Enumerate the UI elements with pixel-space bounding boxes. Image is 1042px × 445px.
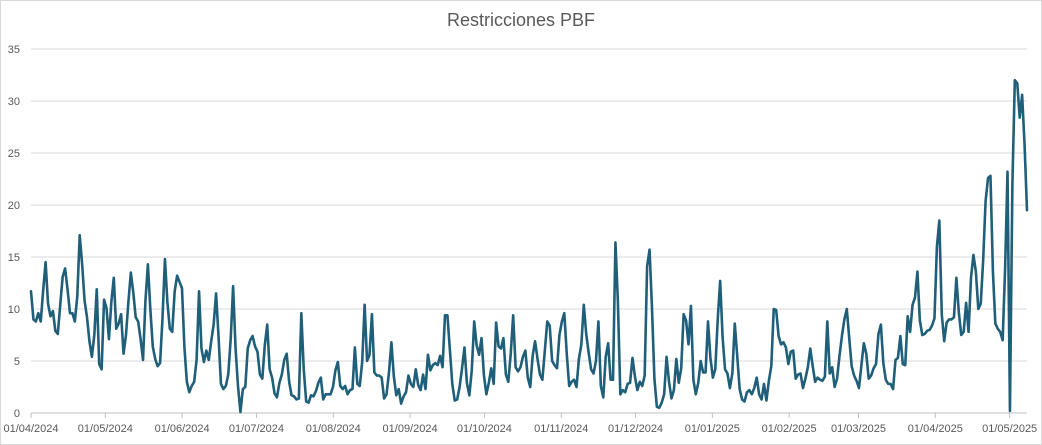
- series-line-1: [29, 78, 1029, 414]
- x-tick-label: 01/05/2024: [78, 423, 133, 435]
- x-tick-label: 01/10/2024: [457, 423, 512, 435]
- x-tick-label: 01/01/2025: [685, 423, 740, 435]
- gridlines: [31, 48, 1027, 362]
- x-tick-label: 01/06/2024: [155, 423, 210, 435]
- y-tick-label: 25: [8, 148, 20, 160]
- x-tick-label: 01/09/2024: [383, 423, 438, 435]
- series-layer: [29, 78, 1029, 414]
- x-tick-label: 01/11/2024: [534, 423, 588, 435]
- x-tick-label: 01/03/2025: [831, 423, 886, 435]
- y-tick-label: 0: [14, 408, 20, 420]
- y-tick-label: 30: [8, 96, 20, 108]
- x-axis-ticks: 01/04/2024 01/05/2024 01/06/2024 01/07/2024…: [3, 413, 1037, 435]
- x-tick-label: 01/07/2024: [229, 423, 284, 435]
- chart-title: Restricciones PBF: [446, 10, 596, 30]
- y-tick-label: 15: [8, 252, 20, 264]
- x-tick-label: 01/04/2025: [908, 423, 963, 435]
- x-tick-label: 01/02/2025: [762, 423, 817, 435]
- x-tick-label: 01/04/2024: [3, 423, 58, 435]
- y-tick-label: 5: [14, 356, 20, 368]
- x-tick-label: 01/05/2025: [982, 423, 1037, 435]
- y-tick-label: 35: [8, 44, 20, 56]
- x-tick-label: 01/08/2024: [306, 423, 361, 435]
- x-tick-label: 01/12/2024: [608, 423, 663, 435]
- y-tick-label: 20: [8, 200, 20, 212]
- y-tick-label: 10: [8, 304, 20, 316]
- y-axis-ticks: 0 5 10 15 20 25 30 35: [8, 44, 20, 420]
